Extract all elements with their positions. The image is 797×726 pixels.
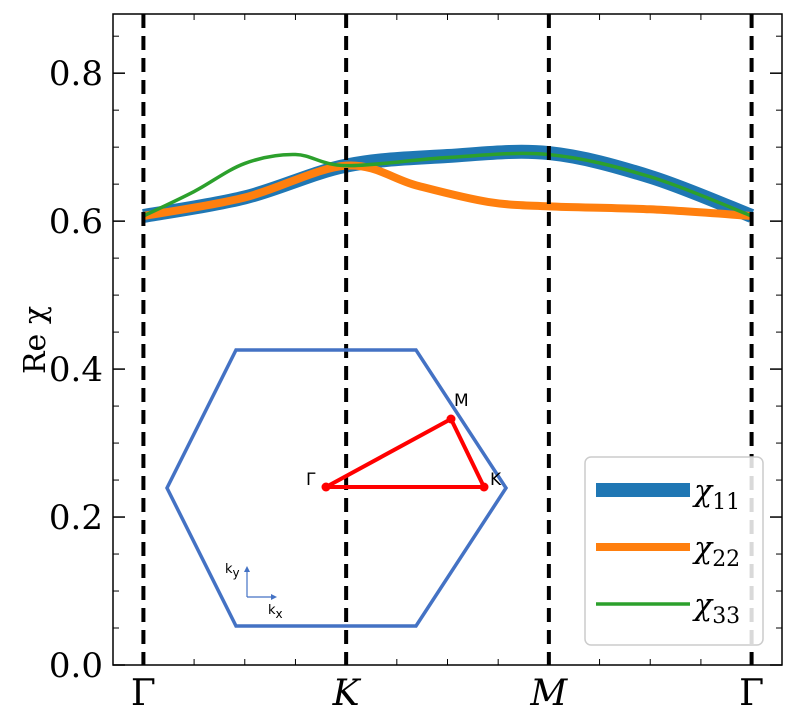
x-tick-label: Γ (131, 673, 156, 714)
y-tick-label: 0.4 (49, 350, 103, 390)
series-line-χ33 (142, 151, 753, 218)
inset-brillouin-zone: Γ M K ky kx (165, 348, 509, 628)
y-axis-label: Re χ (18, 306, 53, 374)
inset-label-m: M (454, 391, 469, 411)
inset-label-gamma: Γ (306, 470, 316, 490)
inset-hexagon (165, 348, 509, 628)
x-tick-label: K (332, 673, 362, 714)
inset-path-triangle (324, 417, 486, 489)
y-tick-label: 0.8 (49, 54, 103, 94)
inset-point-m (446, 414, 456, 424)
inset-point-k (479, 482, 489, 492)
inset-label-k: K (490, 470, 502, 490)
inset-point-gamma (321, 482, 331, 492)
legend-label-χ22: χ22 (692, 531, 740, 572)
x-tick-label: M (529, 673, 568, 714)
legend-label-χ33: χ33 (692, 588, 740, 629)
y-tick-label: 0.0 (49, 646, 103, 686)
y-tick-label: 0.6 (49, 202, 103, 242)
axes: 0.0 0.2 0.4 0.6 0.8 Γ K M Γ (49, 13, 783, 714)
legend: χ11 χ22 χ33 (584, 456, 764, 646)
inset-axes-icon (244, 566, 277, 600)
legend-label-χ11: χ11 (692, 474, 740, 515)
y-tick-label: 0.2 (49, 498, 103, 538)
inset-kx-label: kx (268, 603, 283, 621)
inset-ky-label: ky (225, 562, 240, 580)
x-tick-label: Γ (739, 673, 764, 714)
series-layer (142, 144, 755, 223)
series-line-χ22 (142, 161, 752, 220)
